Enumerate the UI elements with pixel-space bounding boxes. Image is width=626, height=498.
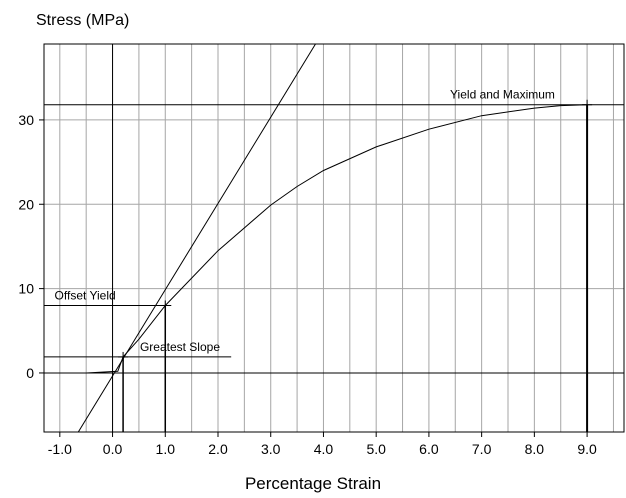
x-tick-label: 3.0 <box>261 441 281 457</box>
x-tick-label: 7.0 <box>472 441 492 457</box>
x-tick-label: -1.0 <box>48 441 72 457</box>
x-tick-label: 2.0 <box>208 441 228 457</box>
x-tick-label: 4.0 <box>314 441 334 457</box>
annotation-guides <box>44 104 624 432</box>
y-tick-label: 20 <box>18 196 34 212</box>
x-tick-label: 9.0 <box>577 441 597 457</box>
y-tick-label: 30 <box>18 112 34 128</box>
x-tick-label: 6.0 <box>419 441 439 457</box>
y-tick-label: 0 <box>26 365 34 381</box>
tick-labels: -1.0 0.0 1.0 2.0 3.0 4.0 5.0 6.0 7.0 8.0 9.0 0 10 20 3… <box>18 112 597 457</box>
y-axis-title: Stress (MPa) <box>36 12 130 29</box>
greatest-slope-line <box>77 43 316 433</box>
x-axis-title: Percentage Strain <box>244 474 382 493</box>
annotation-label: Greatest Slope <box>140 340 220 354</box>
stress-strain-curve <box>86 104 588 374</box>
series-lines <box>77 43 588 433</box>
point-markers <box>118 99 593 362</box>
plot-frame <box>43 43 625 433</box>
y-tick-label: 10 <box>18 281 34 297</box>
x-tick-label: 0.0 <box>103 441 123 457</box>
x-tick-label: 5.0 <box>366 441 386 457</box>
annotation-label: Yield and Maximum <box>450 88 555 102</box>
annotation-label: Offset Yield <box>55 288 116 302</box>
annotation-labels: Greatest Slope Offset Yield Yield and Maxi… <box>55 88 555 354</box>
grid <box>44 44 624 432</box>
x-tick-label: 8.0 <box>525 441 545 457</box>
x-tick-label: 1.0 <box>156 441 176 457</box>
